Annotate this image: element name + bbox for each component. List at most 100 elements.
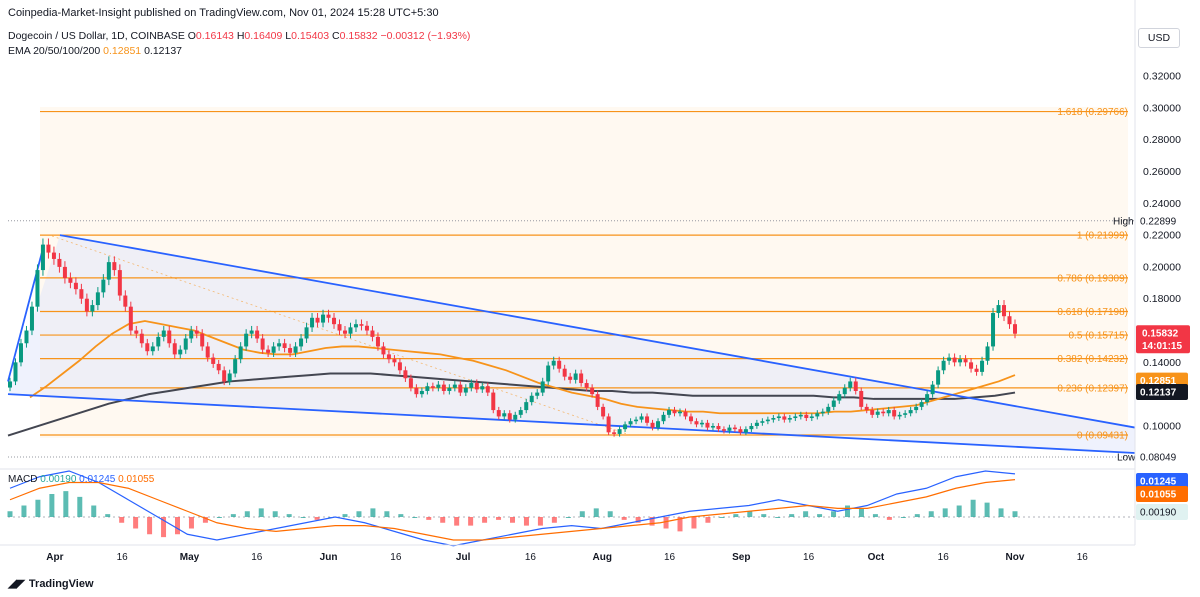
macd-hist-bar: [984, 502, 990, 517]
high-value: 0.16409: [244, 30, 283, 42]
candle-body: [381, 346, 386, 355]
macd-hist-bar: [161, 517, 167, 538]
candle-body: [914, 406, 919, 411]
candle-body: [623, 424, 628, 430]
wedge-upper-line: [59, 234, 1136, 429]
candle-body: [425, 386, 430, 391]
candle-body: [925, 394, 930, 403]
ema-label[interactable]: EMA 20/50/100/200: [8, 45, 101, 57]
macd-hist-bar: [858, 508, 864, 517]
candle-body: [24, 330, 29, 344]
candle-body: [749, 425, 754, 430]
price-tick: 0.32000: [1143, 71, 1181, 83]
macd-hist-bar: [551, 517, 557, 523]
fibonacci-labels: 1.618 (0.29766) 1 (0.21999) 0.786 (0.19309…: [1057, 107, 1128, 441]
candle-body: [875, 411, 880, 415]
ema-legend: EMA 20/50/100/200 0.12851 0.12137: [8, 45, 182, 57]
candle-body: [919, 402, 924, 407]
macd-label[interactable]: MACD: [8, 474, 38, 485]
tradingview-text: TradingView: [28, 578, 94, 590]
candle-body: [1007, 316, 1012, 325]
candle-body: [513, 414, 518, 420]
candle-body: [139, 333, 144, 344]
close-value: 0.15832: [339, 30, 378, 42]
candle-body: [117, 270, 122, 296]
candle-body: [348, 327, 353, 334]
candle-body: [441, 384, 446, 391]
candle-body: [892, 410, 897, 417]
candle-body: [694, 421, 699, 425]
candle-body: [782, 416, 787, 420]
candle-body: [321, 314, 326, 323]
macd-histogram: [7, 491, 1018, 538]
candle-body: [771, 418, 776, 420]
candle-body: [419, 390, 424, 395]
candle-body: [403, 370, 408, 379]
candle-body: [343, 330, 347, 334]
macd-hist-bar: [803, 511, 809, 517]
low-label: L: [285, 30, 292, 42]
macd-hist-bar: [872, 514, 878, 517]
candle-body: [282, 343, 287, 349]
candle-body: [678, 411, 682, 414]
macd-hist-bar: [356, 511, 362, 517]
macd-hist-bar: [510, 517, 515, 523]
candle-body: [1013, 324, 1017, 334]
symbol-name[interactable]: Dogecoin / US Dollar, 1D, COINBASE: [8, 30, 185, 42]
candle-body: [288, 348, 293, 353]
candle-body: [645, 416, 650, 423]
candle-body: [524, 402, 529, 411]
candle-body: [211, 357, 216, 364]
ema-200-line: [7, 372, 1016, 437]
candle-body: [650, 422, 655, 428]
currency-button[interactable]: USD: [1138, 28, 1180, 48]
candle-body: [952, 357, 957, 363]
tradingview-logo[interactable]: ◢◤ TradingView: [8, 577, 94, 590]
candle-body: [853, 381, 858, 391]
macd-hist-bar: [635, 517, 641, 523]
candle-body: [408, 378, 413, 388]
candle-body: [688, 416, 693, 422]
candle-body: [491, 392, 496, 411]
candle-body: [815, 413, 820, 417]
macd-hist-bar: [49, 494, 55, 517]
time-tick: 16: [803, 552, 815, 563]
candle-body: [73, 282, 78, 290]
candle-body: [546, 365, 551, 382]
ema-50-tag: 0.12851: [1140, 376, 1177, 387]
candle-body: [590, 387, 595, 395]
candle-body: [463, 387, 468, 393]
candle-body: [29, 306, 34, 331]
tradingview-icon: ◢◤: [8, 578, 25, 590]
macd-hist-bar: [147, 517, 153, 535]
macd-tags: 0.01245 0.01055 0.00190: [1136, 473, 1188, 520]
candle-body: [804, 414, 809, 419]
publisher-line: Coinpedia-Market-Insight published on Tr…: [8, 7, 439, 19]
candle-body: [969, 362, 974, 369]
candle-body: [414, 387, 419, 395]
candle-body: [941, 360, 946, 371]
macd-hist-bar: [300, 517, 306, 518]
candle-body: [743, 429, 748, 433]
candle-body: [216, 363, 221, 371]
candle-body: [721, 429, 726, 431]
macd-tag: 0.01245: [1140, 477, 1177, 488]
candle-body: [18, 343, 23, 363]
candle-body: [864, 406, 869, 411]
candle-body: [991, 313, 996, 347]
candle-body: [628, 421, 633, 425]
candle-body: [848, 381, 853, 388]
macd-hist-bar: [440, 517, 446, 523]
candle-body: [601, 406, 606, 417]
time-axis[interactable]: Apr 16 May 16 Jun 16 Jul 16 Aug 16 Sep 16 Oct 16 Nov 16: [46, 552, 1088, 563]
candle-body: [754, 422, 759, 426]
candle-body: [798, 414, 803, 417]
candle-body: [540, 381, 545, 393]
macd-hist-bar: [91, 505, 97, 517]
candle-body: [101, 279, 106, 293]
macd-line: [9, 470, 1016, 547]
candle-body: [178, 349, 183, 355]
candle-body: [612, 432, 617, 434]
candle-body: [156, 336, 161, 347]
